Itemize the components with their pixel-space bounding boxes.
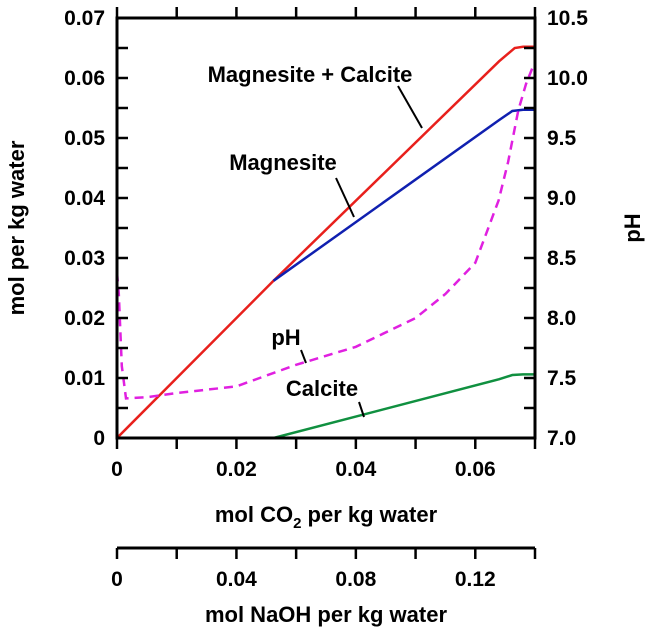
y2-tick-label: 10.5 (547, 7, 588, 30)
y2-tick-label: 9.5 (547, 127, 577, 150)
y-tick-label: 0.03 (64, 247, 105, 270)
y-tick-label: 0.06 (64, 67, 105, 90)
x-tick-label: 0.02 (216, 458, 257, 481)
x2-tick-label: 0.12 (455, 568, 496, 591)
y2-axis-title: pH (620, 213, 645, 242)
y-tick-label: 0.07 (64, 7, 105, 30)
x2-tick-label: 0 (111, 568, 123, 591)
x-tick-label: 0 (111, 458, 123, 481)
annotation-calcite: Calcite (286, 376, 358, 401)
x2-tick-label: 0.08 (335, 568, 376, 591)
series-line-magnesite (272, 108, 535, 282)
annotation-magnesite: Magnesite (229, 150, 337, 175)
y2-tick-label: 8.5 (547, 247, 577, 270)
y2-tick-label: 10.0 (547, 67, 588, 90)
series-line-ph (115, 65, 535, 400)
annotation-magnesite-calcite: Magnesite + Calcite (208, 62, 413, 87)
x2-tick-label: 0.04 (216, 568, 257, 591)
y-tick-label: 0.05 (64, 127, 105, 150)
y-axis-title: mol per kg water (4, 140, 29, 315)
x-axis-title: mol CO2 per kg water (215, 502, 438, 532)
leader-magnesite-calcite (397, 85, 423, 129)
y2-tick-label: 9.0 (547, 187, 576, 210)
y-tick-label: 0.01 (64, 367, 105, 390)
y-tick-label: 0.04 (64, 187, 105, 210)
annotation-ph: pH (271, 325, 300, 350)
leader-calcite (358, 401, 365, 418)
y2-tick-label: 7.0 (547, 427, 576, 450)
y-tick-label: 0 (93, 427, 105, 450)
y-tick-label: 0.02 (64, 307, 105, 330)
y2-tick-label: 7.5 (547, 367, 577, 390)
leader-ph (300, 349, 307, 364)
x2-axis-title: mol NaOH per kg water (205, 602, 448, 627)
x-tick-label: 0.04 (335, 458, 376, 481)
leader-magnesite (335, 177, 355, 218)
y2-tick-label: 8.0 (547, 307, 576, 330)
x-tick-label: 0.06 (455, 458, 496, 481)
